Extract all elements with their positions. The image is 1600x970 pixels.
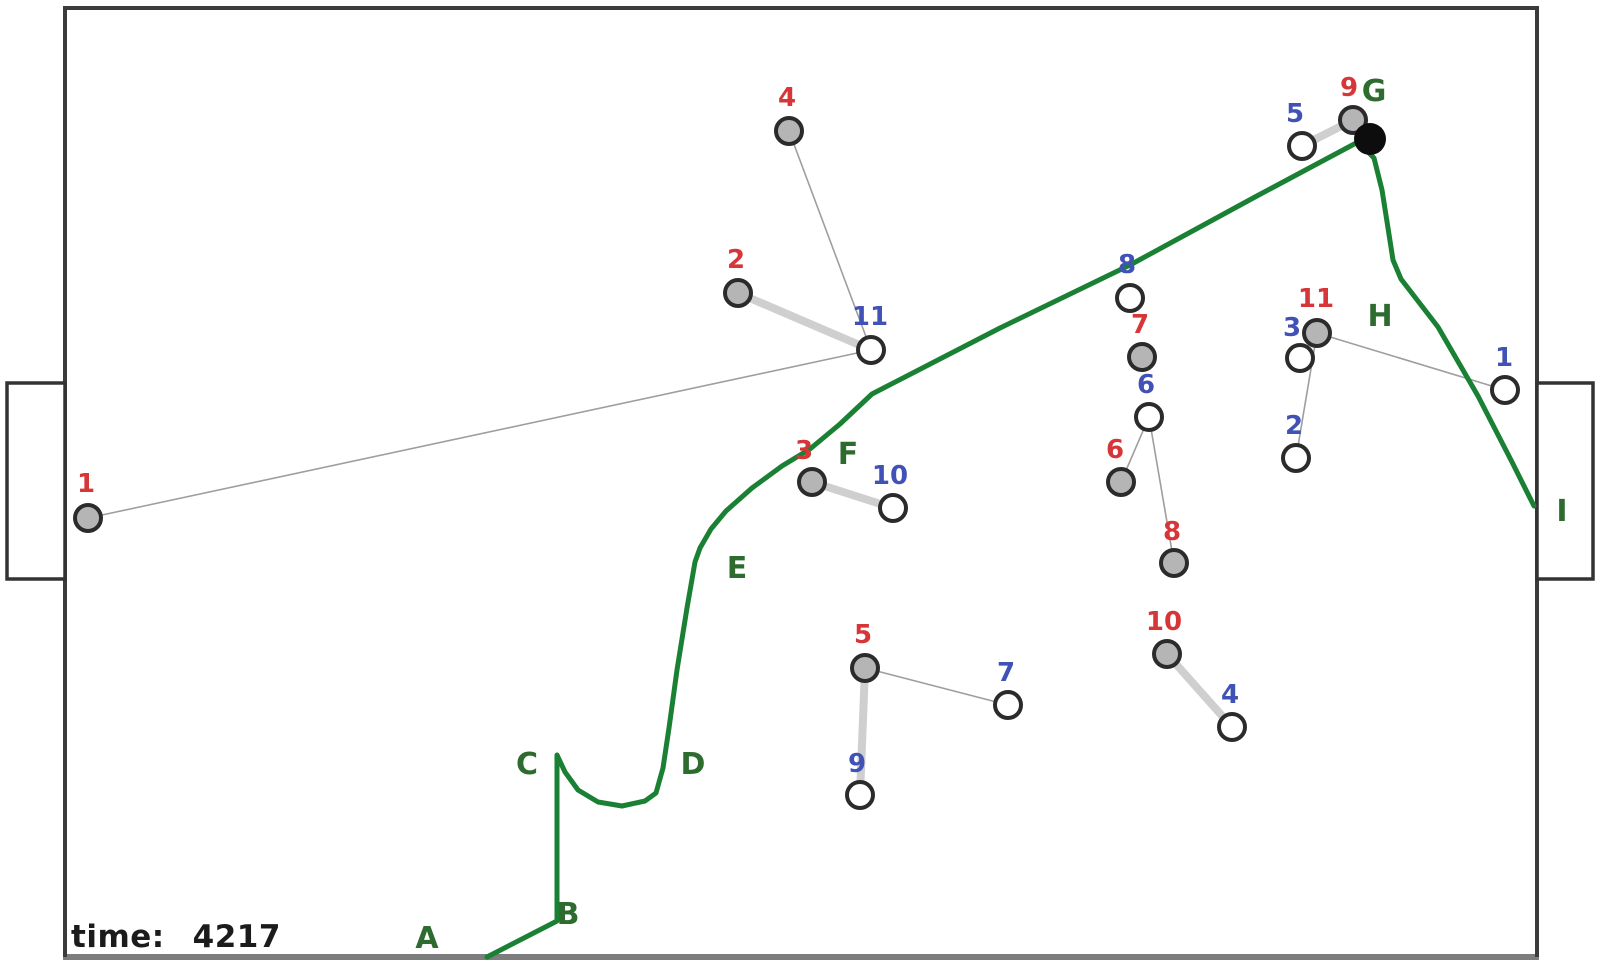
player-red-9 (1338, 105, 1368, 135)
waypoint-label-i: I (1556, 494, 1567, 529)
player-label-red-7: 7 (1131, 310, 1149, 340)
player-label-blue-10: 10 (872, 461, 908, 491)
player-blue-3 (1285, 343, 1315, 373)
player-label-blue-9: 9 (848, 749, 866, 779)
link-red-10-blue-4 (1163, 650, 1236, 731)
link-red-5-blue-7 (864, 667, 1009, 706)
player-red-5 (850, 653, 880, 683)
ball-trajectory (484, 139, 1537, 960)
time-display: time: 4217 (71, 919, 281, 955)
player-red-3 (797, 467, 827, 497)
player-label-red-6: 6 (1106, 435, 1124, 465)
player-blue-1 (1490, 375, 1520, 405)
right-goal-box (1535, 381, 1595, 581)
player-label-blue-5: 5 (1286, 99, 1304, 129)
player-blue-9 (845, 780, 875, 810)
time-label: time: (71, 919, 165, 955)
player-red-11 (1302, 318, 1332, 348)
player-red-6 (1106, 467, 1136, 497)
player-blue-4 (1217, 712, 1247, 742)
player-label-blue-8: 8 (1118, 250, 1136, 280)
player-label-blue-11: 11 (852, 302, 888, 332)
player-label-red-3: 3 (795, 436, 813, 466)
ball (1354, 123, 1386, 155)
player-red-1 (73, 503, 103, 533)
time-value: 4217 (192, 919, 281, 955)
waypoint-label-a: A (415, 921, 439, 956)
waypoint-label-d: D (681, 747, 706, 782)
waypoint-label-h: H (1367, 299, 1392, 334)
link-blue-6-red-8 (1148, 416, 1175, 564)
player-label-red-4: 4 (778, 83, 796, 113)
player-blue-10 (878, 493, 908, 523)
player-label-blue-2: 2 (1285, 411, 1303, 441)
player-label-blue-6: 6 (1137, 370, 1155, 400)
player-red-4 (774, 116, 804, 146)
player-label-red-1: 1 (77, 469, 95, 499)
link-red-5-blue-9 (856, 664, 869, 799)
player-blue-11 (856, 335, 886, 365)
player-label-red-9: 9 (1340, 73, 1358, 103)
waypoint-label-f: F (838, 437, 859, 472)
waypoint-label-b: B (557, 897, 580, 932)
player-label-blue-3: 3 (1283, 313, 1301, 343)
player-blue-6 (1134, 402, 1164, 432)
link-red-4-blue-11 (788, 130, 872, 351)
player-label-red-5: 5 (854, 620, 872, 650)
player-blue-5 (1287, 131, 1317, 161)
player-red-8 (1159, 548, 1189, 578)
player-label-blue-1: 1 (1495, 343, 1513, 373)
waypoint-label-e: E (727, 551, 748, 586)
player-red-10 (1152, 639, 1182, 669)
waypoint-label-g: G (1362, 74, 1387, 109)
player-red-7 (1127, 342, 1157, 372)
player-red-2 (723, 278, 753, 308)
player-blue-7 (993, 690, 1023, 720)
link-red-2-blue-11 (734, 289, 875, 354)
link-red-1-blue-11 (87, 349, 872, 519)
player-label-red-11: 11 (1298, 284, 1334, 314)
player-blue-2 (1281, 443, 1311, 473)
player-label-red-8: 8 (1163, 517, 1181, 547)
player-label-blue-4: 4 (1221, 680, 1239, 710)
player-blue-8 (1115, 283, 1145, 313)
player-label-blue-7: 7 (997, 658, 1015, 688)
player-label-red-2: 2 (727, 245, 745, 275)
left-goal-box (5, 381, 67, 581)
link-red-11-blue-1 (1316, 332, 1506, 391)
player-label-red-10: 10 (1146, 607, 1182, 637)
waypoint-label-c: C (516, 747, 538, 782)
